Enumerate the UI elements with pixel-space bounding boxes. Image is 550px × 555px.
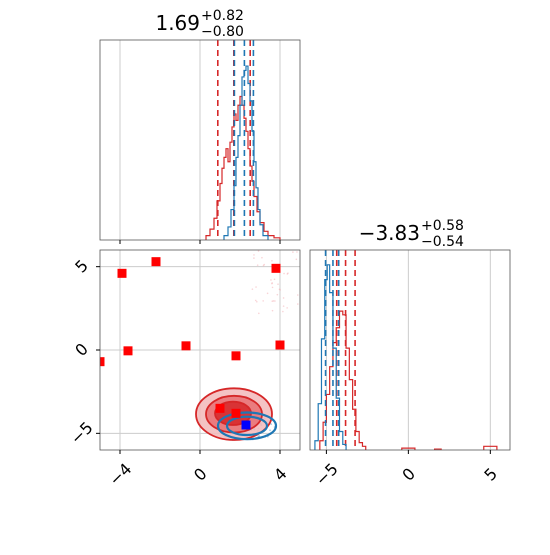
x-tick-label: 5 bbox=[480, 464, 501, 485]
y-tick-label: 0 bbox=[71, 339, 92, 360]
scatter-point bbox=[277, 283, 279, 285]
panel-frame bbox=[309, 249, 511, 451]
scatter-point bbox=[282, 310, 284, 313]
marginal-y-panel: −5 0 5 −3.83 +0.58−0.54 bbox=[309, 218, 511, 489]
blue-square-marker bbox=[241, 420, 251, 430]
red-square-marker bbox=[123, 346, 133, 356]
scatter-point bbox=[286, 273, 289, 275]
red-square-marker bbox=[275, 340, 285, 350]
scatter-point bbox=[276, 293, 279, 296]
joint-panel: −4 0 4 −5 0 5 bbox=[67, 249, 301, 489]
histogram-step-line bbox=[319, 310, 498, 450]
scatter-point bbox=[256, 300, 258, 303]
scatter-point bbox=[257, 250, 260, 252]
scatter-point bbox=[254, 299, 257, 302]
scatter-point bbox=[296, 251, 298, 253]
scatter-point bbox=[251, 288, 254, 290]
panel-title-minus: −0.54 bbox=[421, 234, 464, 250]
panel-title-value: −3.83 bbox=[359, 221, 420, 245]
scatter-point bbox=[253, 254, 255, 256]
x-tick-label: −4 bbox=[105, 459, 135, 489]
red-square-marker bbox=[181, 341, 191, 351]
blue-density-contour bbox=[225, 415, 269, 437]
panel-title-plus: +0.58 bbox=[421, 218, 464, 234]
scatter-point bbox=[295, 258, 298, 261]
scatter-point bbox=[271, 282, 273, 285]
x-tick-label: −5 bbox=[312, 459, 342, 489]
scatter-point bbox=[262, 300, 265, 302]
scatter-point bbox=[292, 251, 294, 253]
scatter-point bbox=[266, 292, 269, 295]
y-tick-label: 5 bbox=[71, 256, 92, 277]
scatter-point bbox=[256, 264, 259, 266]
x-tick-label: 4 bbox=[270, 464, 291, 485]
scatter-point bbox=[271, 309, 274, 312]
scatter-point bbox=[271, 259, 273, 262]
histogram-step-line bbox=[314, 264, 347, 450]
x-tick-label: 0 bbox=[190, 464, 211, 485]
scatter-point bbox=[270, 423, 273, 426]
joint-plot-area bbox=[100, 250, 300, 450]
scatter-point bbox=[262, 264, 265, 267]
scatter-point bbox=[282, 297, 285, 299]
red-square-marker bbox=[151, 257, 161, 267]
red-square-marker bbox=[100, 357, 105, 367]
scatter-point bbox=[271, 286, 274, 289]
panel-title-value: 1.69 bbox=[155, 11, 200, 35]
blue-density-contour bbox=[216, 411, 278, 441]
red-square-marker bbox=[215, 403, 225, 413]
histogram-step-line bbox=[205, 95, 281, 240]
x-tick-label: 0 bbox=[398, 464, 419, 485]
scatter-point bbox=[253, 257, 255, 259]
scatter-point bbox=[255, 286, 257, 288]
red-square-marker bbox=[271, 263, 281, 273]
scatter-point bbox=[296, 294, 299, 296]
scatter-point bbox=[269, 429, 271, 432]
marginal-x-panel: 1.69 +0.82−0.80 bbox=[99, 8, 301, 244]
scatter-point bbox=[272, 300, 275, 302]
scatter-point bbox=[271, 300, 274, 302]
y-tick-label: −5 bbox=[67, 418, 97, 448]
scatter-point bbox=[286, 307, 288, 309]
scatter-point bbox=[274, 300, 276, 302]
scatter-point bbox=[258, 312, 260, 315]
scatter-point bbox=[258, 435, 261, 437]
scatter-point bbox=[261, 256, 263, 259]
scatter-point bbox=[283, 272, 285, 275]
red-square-marker bbox=[117, 268, 127, 278]
scatter-point bbox=[273, 278, 276, 281]
red-square-marker bbox=[231, 351, 241, 361]
panel-title-minus: −0.80 bbox=[201, 24, 244, 40]
scatter-point bbox=[296, 303, 299, 305]
scatter-point bbox=[282, 305, 285, 307]
panel-title-plus: +0.82 bbox=[201, 8, 244, 24]
scatter-point bbox=[279, 289, 281, 291]
scatter-point bbox=[270, 279, 272, 281]
red-square-marker bbox=[231, 408, 241, 418]
